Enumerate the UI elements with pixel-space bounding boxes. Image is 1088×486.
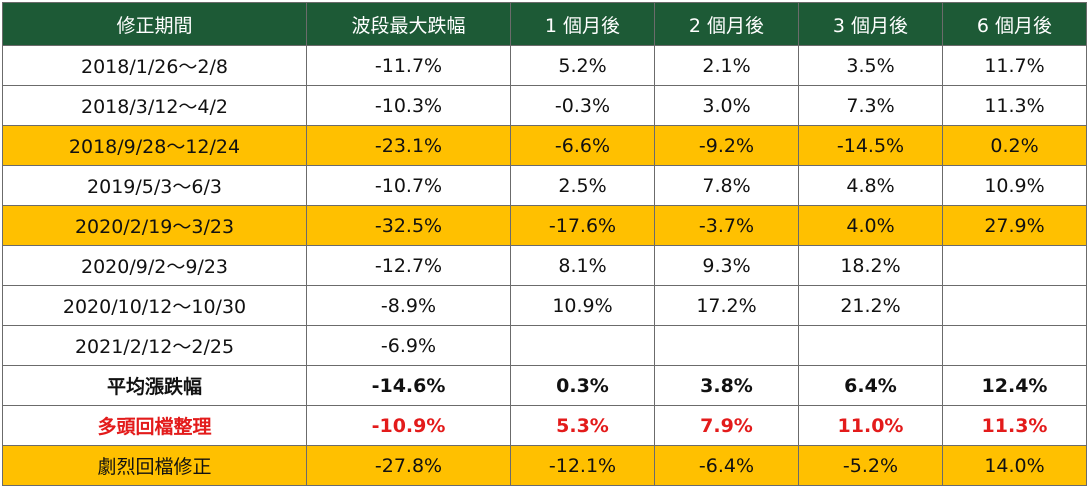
header-2-months: 2 個月後	[654, 2, 799, 46]
one-month-cell: 5.2%	[510, 45, 655, 86]
six-month-cell: 10.9%	[942, 165, 1087, 206]
six-month-cell	[942, 245, 1087, 286]
max-drop-cell: -12.7%	[306, 245, 511, 286]
three-month-cell: 18.2%	[798, 245, 943, 286]
one-month-cell: -0.3%	[510, 85, 655, 126]
max-drop-cell: -14.6%	[306, 365, 511, 406]
three-month-cell: -14.5%	[798, 125, 943, 166]
period-cell: 2019/5/3～6/3	[2, 165, 307, 206]
max-drop-cell: -6.9%	[306, 325, 511, 366]
bull-pullback-row: 多頭回檔整理 -10.9% 5.3% 7.9% 11.0% 11.3%	[2, 405, 1087, 446]
three-month-cell	[798, 325, 943, 366]
two-month-cell: -9.2%	[654, 125, 799, 166]
period-cell: 2020/2/19～3/23	[2, 205, 307, 246]
six-month-cell	[942, 285, 1087, 326]
three-month-cell: 3.5%	[798, 45, 943, 86]
header-max-drop: 波段最大跌幅	[306, 2, 511, 46]
period-cell: 2018/9/28～12/24	[2, 125, 307, 166]
header-period: 修正期間	[2, 2, 307, 46]
period-cell: 2018/1/26～2/8	[2, 45, 307, 86]
two-month-cell: -3.7%	[654, 205, 799, 246]
table-row: 2020/9/2～9/23 -12.7% 8.1% 9.3% 18.2%	[2, 245, 1087, 286]
bull-pullback-label: 多頭回檔整理	[2, 405, 307, 446]
two-month-cell: 3.8%	[654, 365, 799, 406]
one-month-cell: -17.6%	[510, 205, 655, 246]
max-drop-cell: -23.1%	[306, 125, 511, 166]
table-row: 2020/10/12～10/30 -8.9% 10.9% 17.2% 21.2%	[2, 285, 1087, 326]
header-row: 修正期間 波段最大跌幅 1 個月後 2 個月後 3 個月後 6 個月後	[2, 2, 1087, 46]
six-month-cell: 27.9%	[942, 205, 1087, 246]
six-month-cell	[942, 325, 1087, 366]
table-row: 2018/3/12～4/2 -10.3% -0.3% 3.0% 7.3% 11.…	[2, 85, 1087, 126]
header-1-month: 1 個月後	[510, 2, 655, 46]
two-month-cell: 9.3%	[654, 245, 799, 286]
max-drop-cell: -32.5%	[306, 205, 511, 246]
max-drop-cell: -10.7%	[306, 165, 511, 206]
one-month-cell: 2.5%	[510, 165, 655, 206]
table-row-highlighted: 2018/9/28～12/24 -23.1% -6.6% -9.2% -14.5…	[2, 125, 1087, 166]
one-month-cell: -6.6%	[510, 125, 655, 166]
three-month-cell: 21.2%	[798, 285, 943, 326]
one-month-cell: 8.1%	[510, 245, 655, 286]
three-month-cell: 7.3%	[798, 85, 943, 126]
six-month-cell: 12.4%	[942, 365, 1087, 406]
six-month-cell: 11.7%	[942, 45, 1087, 86]
header-3-months: 3 個月後	[798, 2, 943, 46]
two-month-cell: 3.0%	[654, 85, 799, 126]
average-row: 平均漲跌幅 -14.6% 0.3% 3.8% 6.4% 12.4%	[2, 365, 1087, 406]
three-month-cell: 4.0%	[798, 205, 943, 246]
table-row: 2019/5/3～6/3 -10.7% 2.5% 7.8% 4.8% 10.9%	[2, 165, 1087, 206]
two-month-cell: -6.4%	[654, 445, 799, 486]
period-cell: 2021/2/12～2/25	[2, 325, 307, 366]
one-month-cell: 10.9%	[510, 285, 655, 326]
one-month-cell: 5.3%	[510, 405, 655, 446]
average-label: 平均漲跌幅	[2, 365, 307, 406]
table-row: 2018/1/26～2/8 -11.7% 5.2% 2.1% 3.5% 11.7…	[2, 45, 1087, 86]
six-month-cell: 14.0%	[942, 445, 1087, 486]
one-month-cell	[510, 325, 655, 366]
three-month-cell: 11.0%	[798, 405, 943, 446]
period-cell: 2020/10/12～10/30	[2, 285, 307, 326]
sharp-correction-label: 劇烈回檔修正	[2, 445, 307, 486]
three-month-cell: 4.8%	[798, 165, 943, 206]
max-drop-cell: -11.7%	[306, 45, 511, 86]
six-month-cell: 11.3%	[942, 85, 1087, 126]
sharp-correction-row: 劇烈回檔修正 -27.8% -12.1% -6.4% -5.2% 14.0%	[2, 445, 1087, 486]
six-month-cell: 11.3%	[942, 405, 1087, 446]
three-month-cell: -5.2%	[798, 445, 943, 486]
six-month-cell: 0.2%	[942, 125, 1087, 166]
max-drop-cell: -10.9%	[306, 405, 511, 446]
header-6-months: 6 個月後	[942, 2, 1087, 46]
two-month-cell: 7.9%	[654, 405, 799, 446]
two-month-cell: 2.1%	[654, 45, 799, 86]
table-row: 2021/2/12～2/25 -6.9%	[2, 325, 1087, 366]
max-drop-cell: -8.9%	[306, 285, 511, 326]
period-cell: 2020/9/2～9/23	[2, 245, 307, 286]
period-cell: 2018/3/12～4/2	[2, 85, 307, 126]
max-drop-cell: -10.3%	[306, 85, 511, 126]
one-month-cell: -12.1%	[510, 445, 655, 486]
max-drop-cell: -27.8%	[306, 445, 511, 486]
two-month-cell	[654, 325, 799, 366]
two-month-cell: 7.8%	[654, 165, 799, 206]
table-row-highlighted: 2020/2/19～3/23 -32.5% -17.6% -3.7% 4.0% …	[2, 205, 1087, 246]
two-month-cell: 17.2%	[654, 285, 799, 326]
three-month-cell: 6.4%	[798, 365, 943, 406]
one-month-cell: 0.3%	[510, 365, 655, 406]
